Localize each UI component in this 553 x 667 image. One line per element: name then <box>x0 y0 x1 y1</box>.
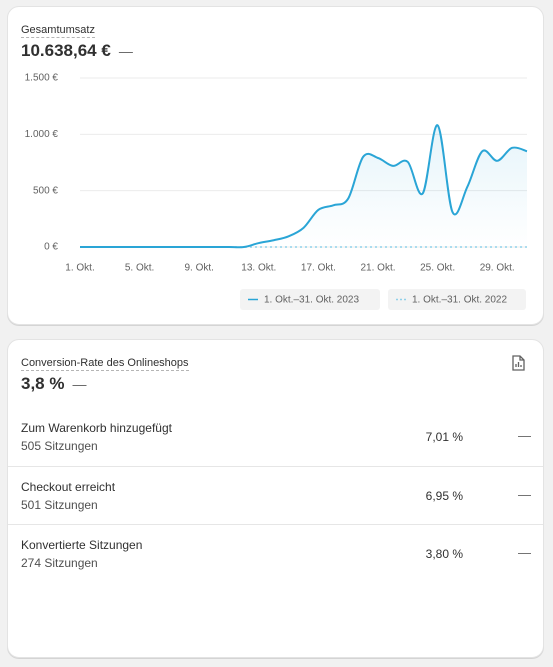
rows: Zum Warenkorb hinzugefügt 505 Sitzungen 7,… <box>8 408 543 588</box>
sales-card: Gesamtumsatz 10.638,64 € — <box>7 6 544 325</box>
y-tick-label: 0 € <box>44 242 58 253</box>
row-label: Konvertierte Sitzungen <box>21 538 143 552</box>
conversion-card: Conversion-Rate des Onlineshops 3,8 % — Z… <box>7 339 544 658</box>
export-icon[interactable] <box>511 355 525 371</box>
row-rate: 6,95 % <box>425 489 463 503</box>
row-change: — <box>518 428 531 443</box>
funnel-row: Zum Warenkorb hinzugefügt 505 Sitzungen 7,… <box>8 408 543 466</box>
row-change: — <box>518 487 531 502</box>
row-sessions: 274 Sitzungen <box>21 556 98 570</box>
comparison: — <box>118 43 133 59</box>
comparison: — <box>72 376 87 392</box>
chart: 0 € 500 € 1.000 € 1.500 € 1. Okt. 5. Okt. 9. O… <box>25 73 528 310</box>
total-value: 10.638,64 € — <box>21 41 133 61</box>
y-tick-label: 1.500 € <box>25 73 59 84</box>
legend-label: 1. Okt.–31. Okt. 2022 <box>412 295 507 306</box>
x-tick-label: 29. Okt. <box>480 263 515 274</box>
legend-item <box>240 289 380 310</box>
x-tick-label: 21. Okt. <box>360 263 395 274</box>
area <box>80 125 527 248</box>
line <box>80 124 528 249</box>
funnel-row: Konvertierte Sitzungen 274 Sitzungen 3,80 … <box>8 524 543 583</box>
legend-label: 1. Okt.–31. Okt. 2023 <box>264 295 359 306</box>
x-tick-label: 13. Okt. <box>241 263 276 274</box>
rate: 3,8 % <box>21 374 65 393</box>
funnel-row: Checkout erreicht 501 Sitzungen 6,95 % — <box>8 466 543 525</box>
row-sessions: 501 Sitzungen <box>21 498 98 512</box>
row-sessions: 505 Sitzungen <box>21 439 98 453</box>
row-label: Zum Warenkorb hinzugefügt <box>21 421 172 435</box>
x-tick-label: 17. Okt. <box>301 263 336 274</box>
row-rate: 3,80 % <box>425 547 463 561</box>
x-tick-label: 1. Okt. <box>65 263 94 274</box>
row-change: — <box>518 545 531 560</box>
y-tick-label: 1.000 € <box>25 129 59 140</box>
card-title[interactable]: Gesamtumsatz <box>21 24 95 38</box>
legend-item <box>388 289 526 310</box>
y-tick-label: 500 € <box>33 185 58 196</box>
x-tick-label: 25. Okt. <box>420 263 455 274</box>
x-tick-label: 9. Okt. <box>184 263 213 274</box>
row-label: Checkout erreicht <box>21 480 116 494</box>
rate-value: 3,8 % — <box>21 374 86 394</box>
row-rate: 7,01 % <box>425 430 463 444</box>
card-title[interactable]: Conversion-Rate des Onlineshops <box>21 357 189 371</box>
x-tick-label: 5. Okt. <box>125 263 154 274</box>
total: 10.638,64 € <box>21 41 111 60</box>
